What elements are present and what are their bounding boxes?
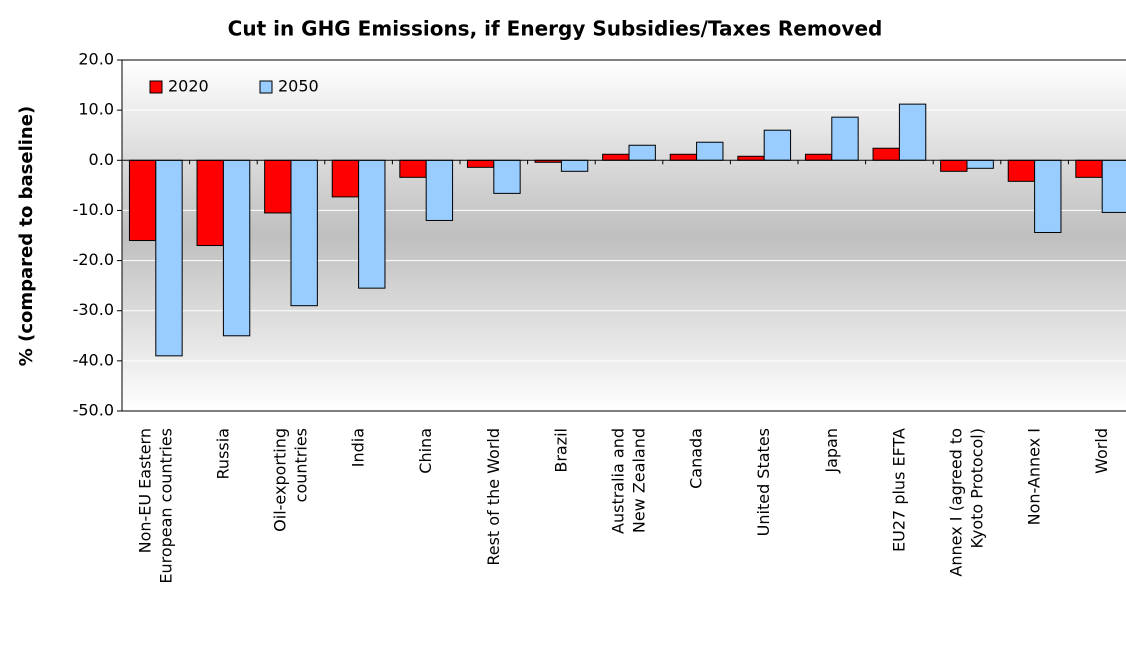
bar — [290, 159, 318, 307]
legend-swatch — [149, 80, 163, 94]
x-tick-label: United States — [754, 428, 773, 536]
bar — [493, 159, 521, 194]
x-tick-label-line: Rest of the World — [483, 428, 502, 566]
x-tick-label: India — [348, 428, 367, 467]
plot-area — [122, 60, 1126, 411]
x-tick-label: Non-EU Eastern European countries — [135, 428, 175, 584]
bar — [331, 159, 360, 198]
x-tick-label: Rest of the World — [483, 428, 502, 566]
bar — [1007, 159, 1036, 182]
x-tick-label: Japan — [821, 428, 840, 474]
x-tick-label-line: Canada — [686, 428, 705, 489]
bar — [1101, 159, 1126, 213]
x-tick-label: World — [1092, 428, 1111, 474]
x-tick-label-line: Japan — [821, 428, 840, 474]
x-tick-label-line: Russia — [213, 428, 232, 479]
bar — [804, 153, 833, 161]
bar — [1034, 159, 1062, 233]
x-tick-label: EU27 plus EFTA — [889, 428, 908, 552]
bar — [669, 153, 698, 161]
x-tick-label-line: Oil-exporting — [270, 428, 289, 532]
x-tick-label-line: EU27 plus EFTA — [889, 428, 908, 552]
x-tick-label: Russia — [213, 428, 232, 479]
x-tick-label-line: World — [1092, 428, 1111, 474]
y-tick-label: 0.0 — [89, 150, 114, 169]
bar — [940, 159, 968, 172]
y-axis-title: % (compared to baseline) — [16, 106, 37, 366]
bar — [872, 147, 900, 161]
x-tick-label-line: Kyoto Protocol) — [967, 428, 986, 548]
x-tick-label-line: Brazil — [551, 428, 570, 473]
bar — [628, 144, 656, 161]
x-tick-label: Brazil — [551, 428, 570, 473]
bar — [358, 159, 386, 289]
x-tick-label-line: Annex I (agreed to — [946, 428, 965, 577]
bar — [425, 159, 454, 221]
x-tick-label-line: Non-EU Eastern — [135, 428, 154, 553]
x-tick-label: Annex I (agreed to Kyoto Protocol) — [946, 428, 986, 577]
x-tick-label: Oil-exporting countries — [270, 428, 310, 532]
x-tick-label-line: India — [348, 428, 367, 467]
legend-label: 2020 — [168, 77, 209, 96]
y-tick-label: -30.0 — [73, 300, 114, 319]
bar — [1075, 159, 1103, 178]
bar — [966, 159, 994, 169]
x-tick-label-line: China — [416, 428, 435, 474]
bar — [696, 141, 724, 161]
x-tick-label-line: Australia and — [608, 428, 627, 534]
bar — [602, 153, 630, 161]
x-tick-label-line: countries — [291, 428, 310, 502]
x-tick-label-line: Non-Annex I — [1024, 428, 1043, 525]
x-tick-label-line: European countries — [156, 428, 175, 584]
bar — [898, 103, 927, 161]
bar — [763, 129, 792, 161]
x-tick-label-line: United States — [754, 428, 773, 536]
y-tick-label: 10.0 — [78, 100, 114, 119]
legend-label: 2050 — [278, 77, 319, 96]
y-tick-label: -20.0 — [73, 250, 114, 269]
bar — [264, 159, 292, 214]
y-tick-label: -40.0 — [73, 350, 114, 369]
bar — [560, 159, 589, 172]
bar — [196, 159, 224, 247]
bar — [466, 159, 495, 168]
bar — [399, 159, 427, 178]
bar — [831, 116, 859, 161]
chart-title: Cut in GHG Emissions, if Energy Subsidie… — [228, 17, 883, 41]
x-tick-label: Canada — [686, 428, 705, 489]
bar — [155, 159, 183, 357]
y-tick-label: -10.0 — [73, 200, 114, 219]
x-tick-label: Non-Annex I — [1024, 428, 1043, 525]
y-tick-label: -50.0 — [73, 401, 114, 420]
y-tick-label: 20.0 — [78, 50, 114, 69]
x-tick-label: China — [416, 428, 435, 474]
legend-swatch — [259, 80, 273, 94]
bar — [737, 155, 765, 161]
bar — [222, 159, 251, 337]
bar — [128, 159, 157, 242]
x-tick-label-line: New Zealand — [629, 428, 648, 533]
x-tick-label: Australia and New Zealand — [608, 428, 648, 534]
